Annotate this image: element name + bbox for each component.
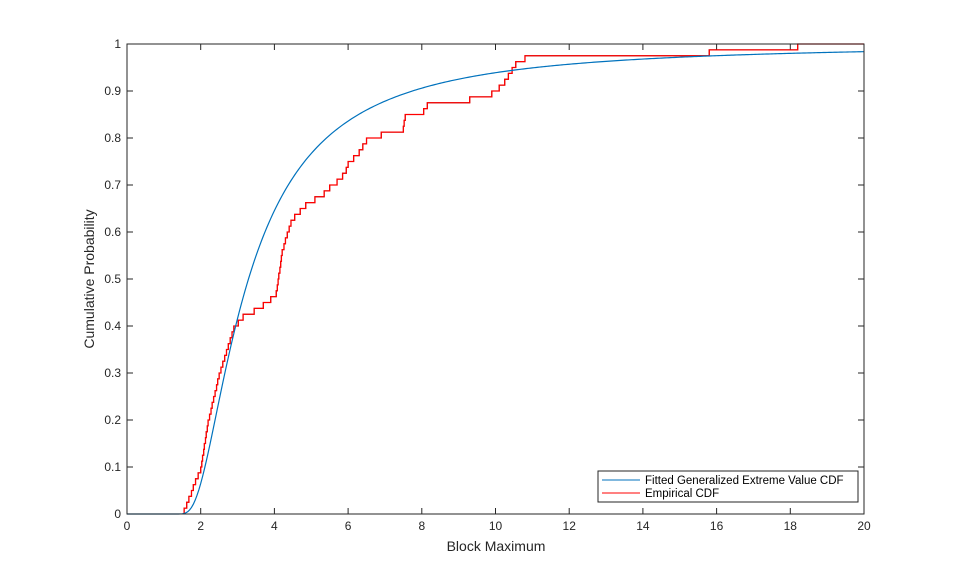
x-tick-label: 14 xyxy=(636,519,650,533)
legend-label-gev: Fitted Generalized Extreme Value CDF xyxy=(645,475,844,487)
empirical-cdf-line xyxy=(183,43,864,514)
y-tick-label: 0.6 xyxy=(104,225,121,239)
axes-box xyxy=(126,43,865,515)
x-tick-label: 6 xyxy=(345,519,352,533)
legend-label-empirical: Empirical CDF xyxy=(645,488,719,500)
y-tick-label: 0.9 xyxy=(104,84,121,98)
y-tick-label: 0.8 xyxy=(104,131,121,145)
y-axis-label: Cumulative Probability xyxy=(81,209,97,348)
y-tick-label: 0.3 xyxy=(104,366,121,380)
y-tick-label: 0.2 xyxy=(104,413,121,427)
x-tick-label: 20 xyxy=(857,519,871,533)
y-tick-label: 0.7 xyxy=(104,178,121,192)
y-tick-label: 0 xyxy=(114,507,121,521)
y-tick-label: 1 xyxy=(114,37,121,51)
plot-background xyxy=(127,44,864,514)
y-tick-label: 0.4 xyxy=(104,319,121,333)
x-tick-label: 10 xyxy=(489,519,503,533)
gev-cdf-line xyxy=(127,51,865,515)
y-tick-label: 0.5 xyxy=(104,272,121,286)
x-tick-label: 2 xyxy=(197,519,204,533)
legend-box xyxy=(597,470,859,503)
x-tick-label: 4 xyxy=(271,519,278,533)
y-tick-label: 0.1 xyxy=(104,460,121,474)
x-tick-label: 0 xyxy=(124,519,131,533)
x-tick-label: 12 xyxy=(563,519,577,533)
x-axis-label: Block Maximum xyxy=(447,538,546,554)
legend: Fitted Generalized Extreme Value CDF Emp… xyxy=(597,470,859,503)
x-tick-label: 8 xyxy=(418,519,425,533)
x-tick-label: 16 xyxy=(710,519,724,533)
x-tick-label: 18 xyxy=(784,519,798,533)
